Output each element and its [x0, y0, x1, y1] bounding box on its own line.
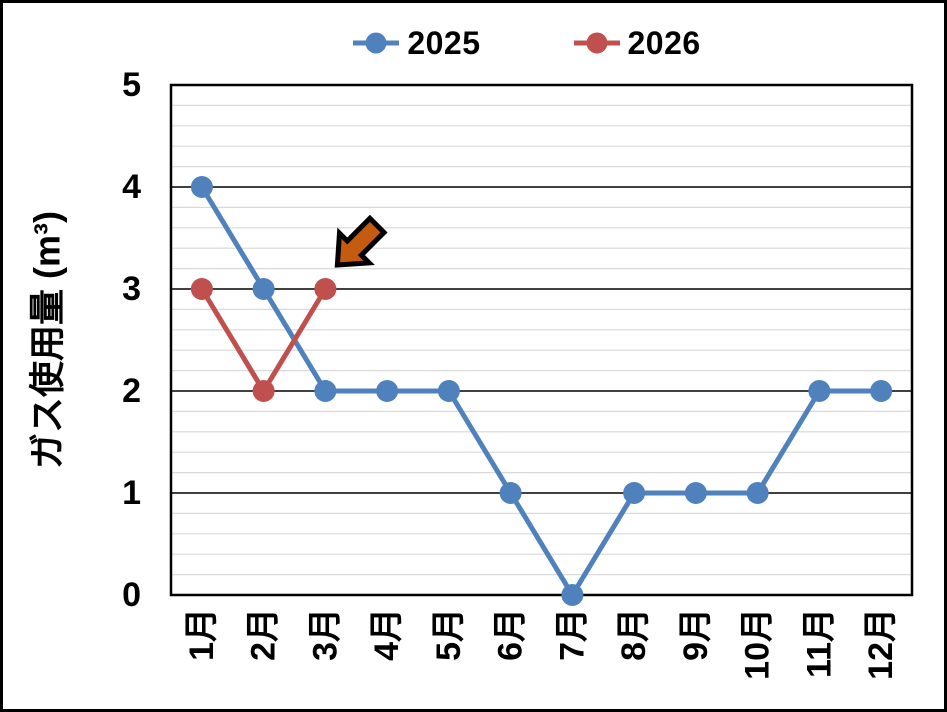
legend-label-2026: 2026 [627, 25, 701, 61]
legend: 2025 2026 [109, 27, 944, 59]
data-point-2025-5月 [437, 380, 460, 402]
x-tick-label-11月: 11月 [800, 608, 838, 678]
data-point-2026-1月 [190, 278, 213, 300]
y-tick-label-1: 1 [122, 474, 141, 512]
data-point-2025-4月 [376, 380, 399, 402]
y-tick-label-2: 2 [122, 372, 141, 410]
x-tick-label-9月: 9月 [677, 608, 715, 661]
series-line-2025 [755, 388, 822, 496]
series-line-2025 [199, 184, 267, 292]
y-axis-title: ガス使用量 (m³) [27, 211, 68, 469]
y-tick-label-0: 0 [122, 576, 141, 614]
legend-label-2025: 2025 [407, 25, 481, 61]
y-tick-label-3: 3 [122, 270, 141, 308]
x-tick-label-3月: 3月 [306, 608, 344, 661]
x-tick-label-4月: 4月 [368, 608, 406, 661]
line-chart: 0 1 2 3 4 5 1月 2月 3月 4月 5月 6月 7月 8月 9月 10月 11月 12月 ガス使用量 (… [27, 66, 914, 680]
data-point-2025-8月 [623, 482, 646, 504]
data-point-2025-1月 [190, 176, 213, 198]
legend-item-2025: 2025 [352, 27, 480, 59]
series-line-2025 [569, 490, 637, 598]
data-point-2025-9月 [684, 482, 707, 504]
data-point-2026-3月 [314, 278, 337, 300]
x-tick-label-6月: 6月 [492, 608, 530, 661]
x-tick-label-8月: 8月 [615, 608, 653, 661]
x-tick-label-5月: 5月 [430, 608, 468, 661]
series-line-2026 [199, 286, 267, 394]
x-tick-label-1月: 1月 [183, 608, 221, 661]
series-line-2025 [446, 388, 514, 496]
legend-marker-2025 [353, 32, 400, 54]
x-tick-label-2月: 2月 [245, 608, 283, 661]
series-line-2026 [261, 286, 328, 394]
legend-item-2026: 2026 [573, 27, 701, 59]
y-tick-label-4: 4 [122, 168, 141, 206]
x-tick-label-7月: 7月 [553, 608, 591, 661]
data-point-2025-11月 [808, 380, 831, 402]
data-point-2025-6月 [499, 482, 522, 504]
data-point-2025-10月 [746, 482, 769, 504]
plot-border [169, 83, 914, 597]
series-line-2025 [508, 490, 575, 598]
x-tick-label-10月: 10月 [739, 608, 777, 680]
data-point-2025-3月 [314, 380, 337, 402]
data-point-2025-12月 [870, 380, 893, 402]
data-point-2025-2月 [252, 278, 275, 300]
x-tick-label-12月: 12月 [862, 608, 900, 680]
y-tick-label-5: 5 [122, 66, 141, 104]
data-point-2025-7月 [561, 584, 584, 606]
data-point-2026-2月 [252, 380, 275, 402]
arrow-annotation [334, 214, 388, 268]
legend-marker-2026 [573, 32, 620, 54]
